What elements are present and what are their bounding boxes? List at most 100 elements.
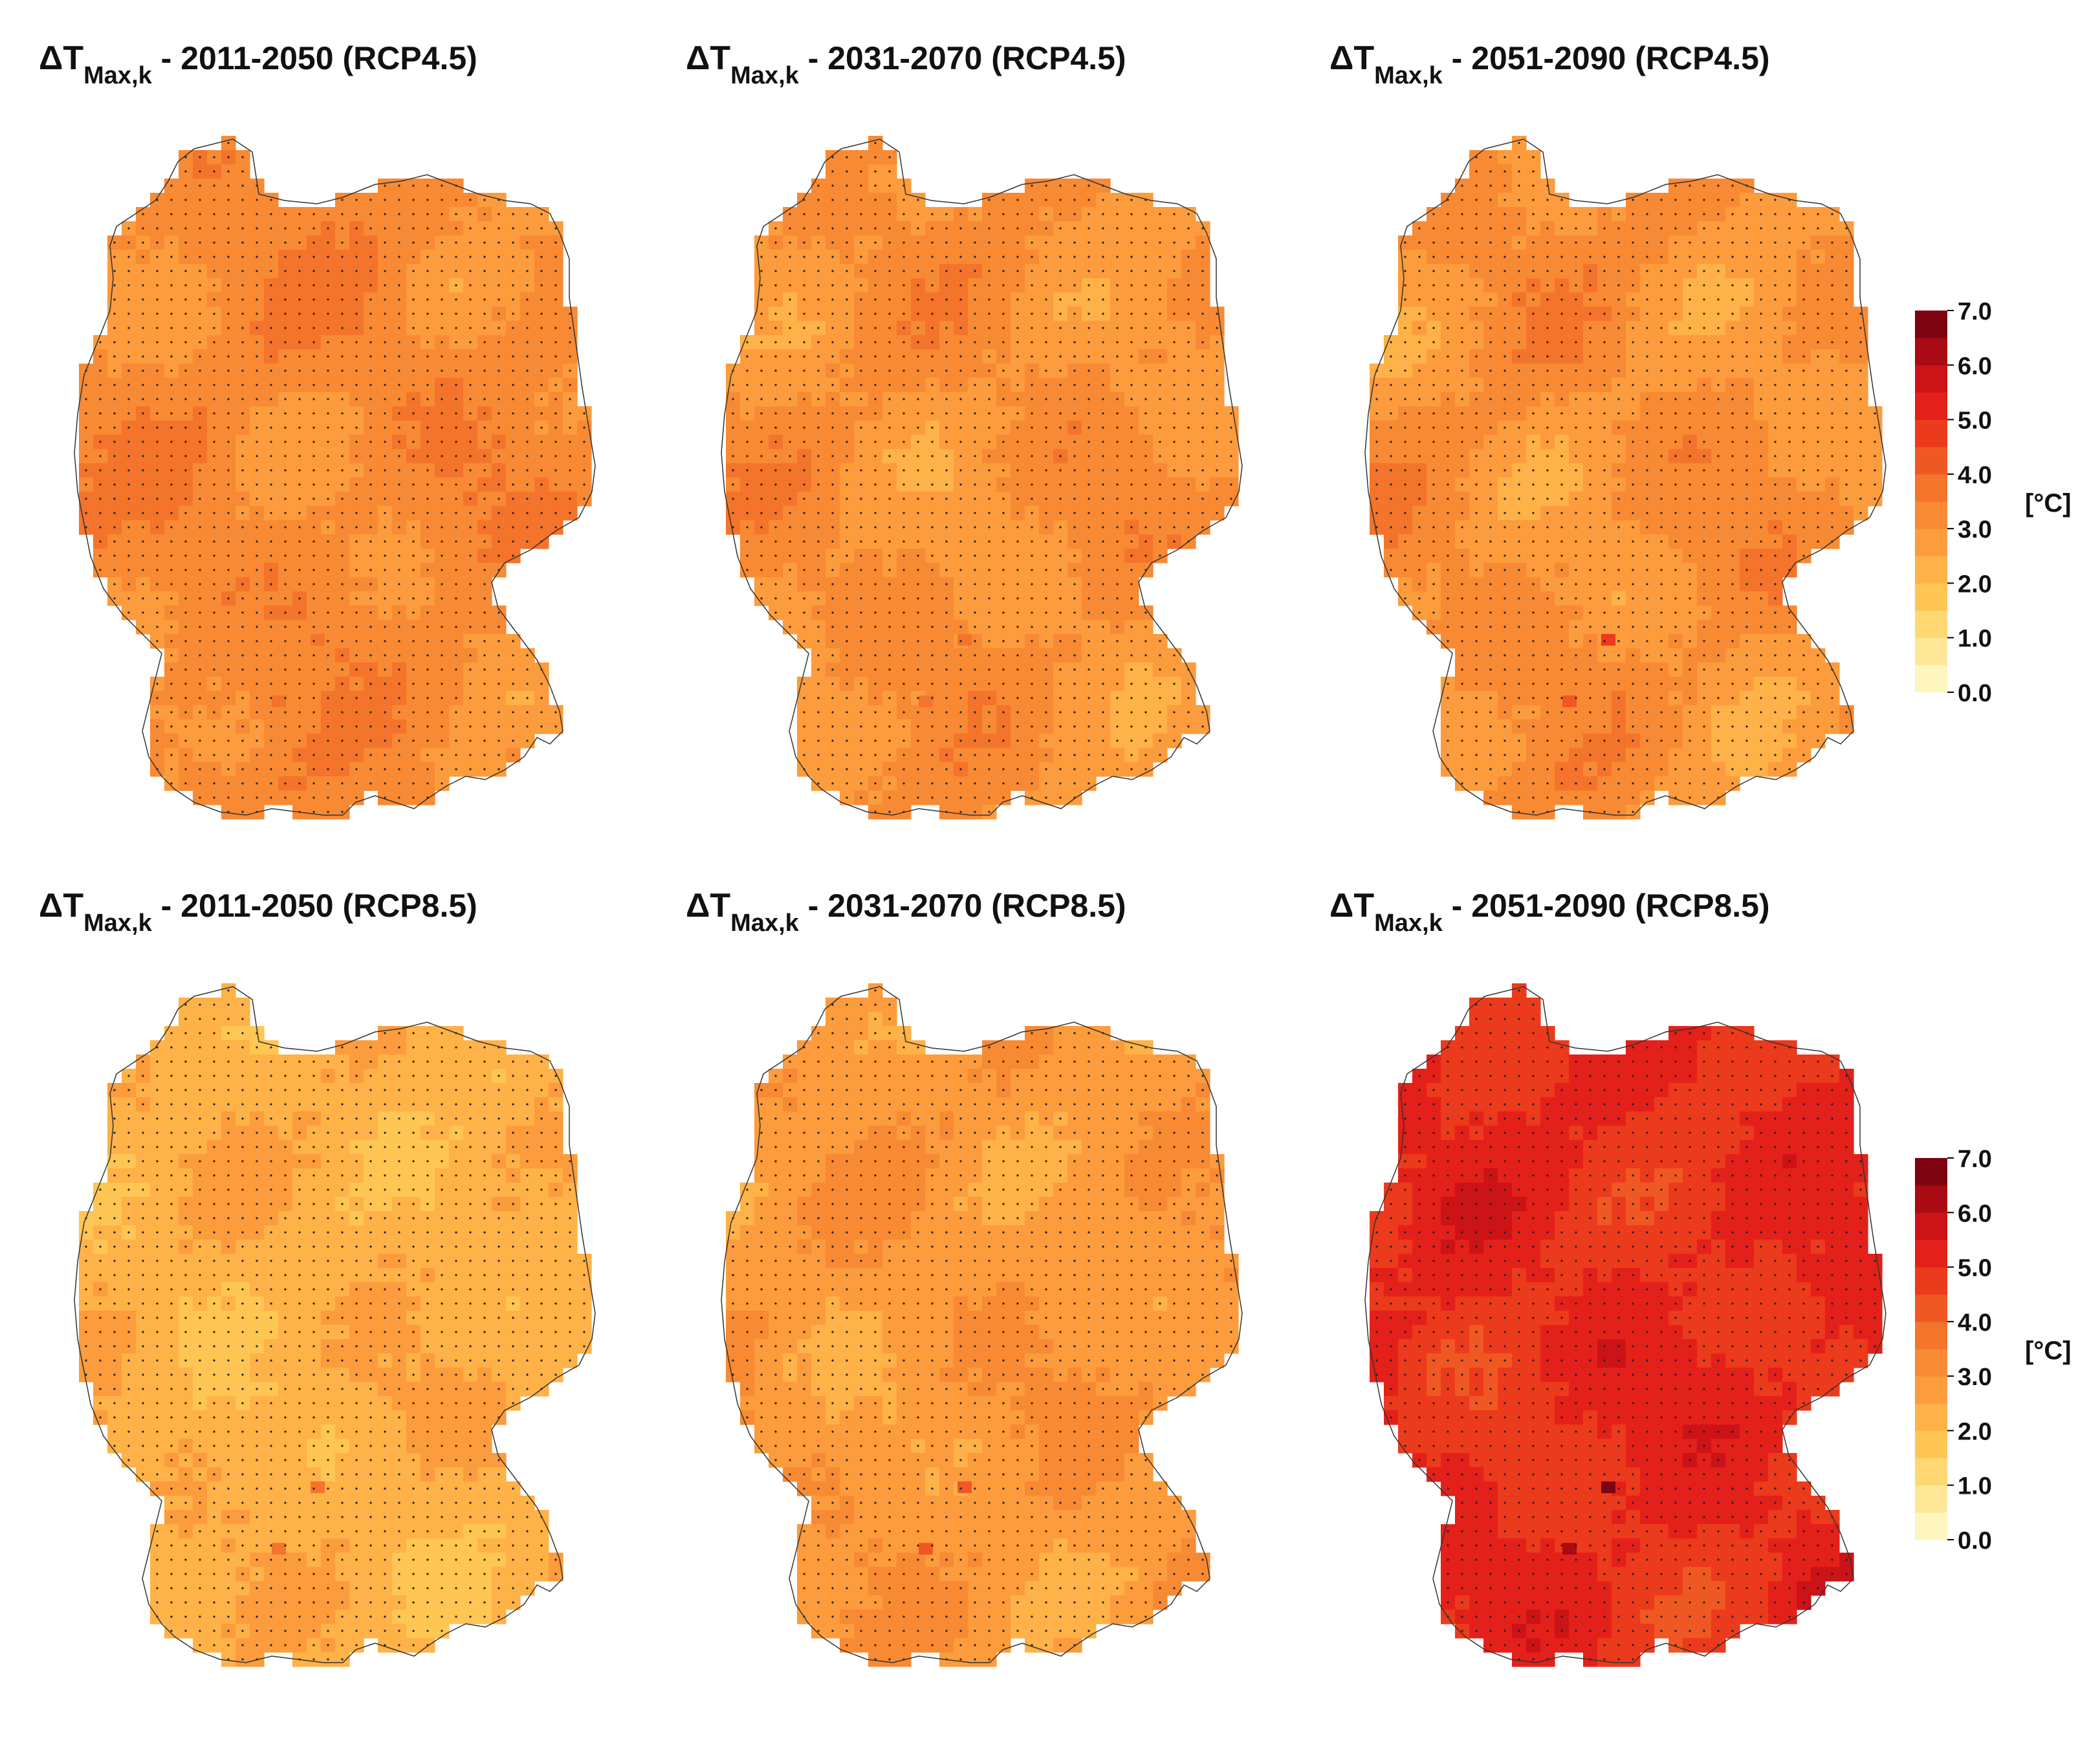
stipple-dot: [1045, 597, 1047, 600]
stipple-dot: [1102, 540, 1104, 543]
stipple-dot: [526, 327, 529, 329]
stipple-dot: [512, 526, 514, 529]
stipple-dot: [1088, 327, 1090, 329]
stipple-dot: [760, 384, 763, 386]
stipple-dot: [1130, 512, 1133, 514]
stipple-dot: [384, 199, 386, 201]
stipple-dot: [1187, 369, 1190, 372]
stipple-dot: [270, 455, 272, 457]
stipple-dot: [355, 341, 358, 344]
stipple-dot: [213, 156, 215, 158]
stipple-dot: [1159, 241, 1161, 244]
stipple-dot: [1016, 455, 1019, 457]
stipple-dot: [455, 640, 457, 642]
stipple-dot: [327, 369, 329, 372]
stipple-dot: [1016, 327, 1019, 329]
stipple-dot: [1116, 597, 1119, 600]
stipple-dot: [270, 227, 272, 230]
stipple-dot: [327, 540, 329, 543]
stipple-dot: [988, 554, 990, 557]
stipple-dot: [498, 512, 500, 514]
stipple-dot: [327, 512, 329, 514]
stipple-dot: [284, 526, 287, 529]
stipple-dot: [483, 312, 486, 315]
stipple-dot: [831, 355, 834, 358]
stipple-dot: [760, 270, 763, 272]
stipple-dot: [483, 611, 486, 614]
stipple-dot: [1130, 441, 1133, 443]
stipple-dot: [483, 213, 486, 215]
stipple-dot: [1059, 426, 1062, 429]
stipple-dot: [184, 156, 187, 158]
stipple-dot: [1073, 213, 1076, 215]
stipple-dot: [1088, 270, 1090, 272]
stipple-dot: [455, 611, 457, 614]
stipple-dot: [327, 398, 329, 400]
stipple-dot: [1130, 469, 1133, 472]
stipple-dot: [1130, 312, 1133, 315]
stipple-dot: [1031, 298, 1033, 301]
stipple-dot: [213, 626, 215, 628]
stipple-dot: [184, 554, 187, 557]
stipple-dot: [1073, 412, 1076, 415]
stipple-dot: [732, 441, 734, 443]
stipple-dot: [199, 156, 201, 158]
stipple-dot: [732, 384, 734, 386]
stipple-dot: [1073, 455, 1076, 457]
stipple-dot: [1130, 554, 1133, 557]
stipple-dot: [369, 569, 372, 571]
stipple-dot: [512, 398, 514, 400]
stipple-dot: [298, 739, 301, 742]
stipple-dot: [483, 227, 486, 230]
stipple-dot: [846, 426, 848, 429]
stipple-dot: [227, 384, 230, 386]
stipple-dot: [846, 355, 848, 358]
stipple-dot: [426, 327, 429, 329]
stipple-dot: [789, 284, 791, 287]
stipple-dot: [974, 426, 976, 429]
stipple-dot: [455, 597, 457, 600]
stipple-dot: [170, 711, 173, 714]
stipple-dot: [888, 341, 891, 344]
stipple-dot: [142, 270, 144, 272]
stipple-dot: [1159, 412, 1161, 415]
stipple-dot: [227, 327, 230, 329]
stipple-dot: [184, 526, 187, 529]
stipple-dot: [327, 754, 329, 756]
stipple-dot: [369, 526, 372, 529]
stipple-dot: [1073, 256, 1076, 258]
stipple-dot: [1102, 256, 1104, 258]
stipple-dot: [803, 256, 805, 258]
stipple-dot: [199, 683, 201, 685]
stipple-dot: [1059, 384, 1062, 386]
stipple-dot: [540, 270, 543, 272]
stipple-dot: [1102, 554, 1104, 557]
stipple-dot: [902, 412, 905, 415]
stipple-dot: [312, 768, 315, 770]
stipple-dot: [384, 754, 386, 756]
stipple-dot: [526, 441, 529, 443]
stipple-dot: [1031, 312, 1033, 315]
stipple-dot: [355, 412, 358, 415]
stipple-dot: [1173, 327, 1176, 329]
stipple-dot: [902, 369, 905, 372]
stipple-dot: [227, 312, 230, 315]
stipple-dot: [1159, 426, 1161, 429]
stipple-dot: [441, 739, 443, 742]
stipple-dot: [888, 369, 891, 372]
stipple-dot: [99, 455, 102, 457]
stipple-dot: [142, 284, 144, 287]
stipple-dot: [569, 441, 571, 443]
stipple-dot: [554, 483, 557, 486]
stipple-dot: [1059, 312, 1062, 315]
stipple-dot: [355, 199, 358, 201]
stipple-dot: [945, 526, 948, 529]
stipple-dot: [974, 227, 976, 230]
stipple-dot: [846, 241, 848, 244]
stipple-dot: [241, 668, 244, 671]
stipple-dot: [1059, 184, 1062, 187]
stipple-dot: [1159, 469, 1161, 472]
stipple-dot: [284, 626, 287, 628]
stipple-dot: [341, 697, 344, 699]
stipple-dot: [170, 782, 173, 785]
